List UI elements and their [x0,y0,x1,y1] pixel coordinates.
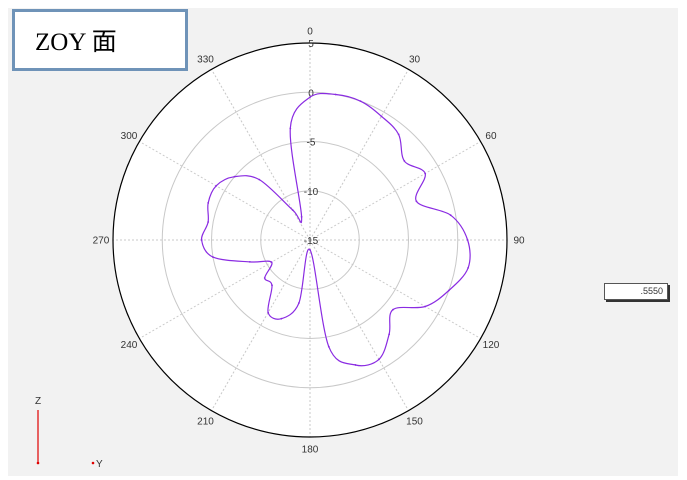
data-point [289,127,292,130]
angle-tick-label: 330 [197,55,214,66]
data-point [207,202,210,204]
data-point [327,345,330,348]
grid-spoke-10 [139,141,311,241]
data-point [449,214,452,217]
radial-tick-label: -15 [304,236,319,247]
angle-tick-label: 180 [302,445,319,456]
trace-layer [200,92,471,367]
data-point [359,100,362,103]
radial-tick-label: 0 [308,88,314,99]
value-readout: .5550 [604,283,668,300]
y-axis-point [91,461,95,465]
data-point [334,93,337,96]
data-point [271,284,273,287]
radial-tick-label: -5 [307,138,316,149]
data-point [354,364,357,366]
angle-tick-label: 270 [93,236,110,247]
tick-labels: 030609012015018021024027030033050-5-10-1… [93,27,525,456]
data-point [280,317,283,320]
data-point [392,308,394,311]
chart-title: ZOY 面 [35,29,117,56]
angle-tick-label: 90 [513,236,525,247]
angle-tick-label: 300 [121,131,138,142]
radial-tick-label: -10 [304,187,319,198]
axis-indicator: ZY [35,396,103,470]
chart-title-box: ZOY 面 [12,9,188,71]
polar-grid [112,42,508,438]
grid-spoke-4 [309,239,481,339]
radial-tick-label: 5 [308,39,314,50]
outer-ring [112,42,508,438]
data-point [300,215,303,218]
data-point [467,266,470,269]
angle-tick-label: 0 [307,27,313,38]
data-point [270,261,273,264]
grid-spoke-2 [309,141,481,241]
data-point [388,333,391,336]
data-point [200,239,203,241]
angle-tick-label: 210 [197,416,214,427]
data-point [447,289,450,292]
data-point [291,209,294,212]
grid-spoke-7 [211,239,311,411]
data-point [212,256,214,259]
data-point [309,248,311,251]
angle-tick-label: 30 [409,55,421,66]
data-point [403,159,406,162]
angle-tick-label: 60 [485,131,497,142]
grid-spoke-8 [139,239,311,339]
data-point [309,96,311,99]
data-point [424,172,427,175]
data-point [424,305,427,308]
z-axis-label: Z [35,396,41,407]
data-point [415,200,418,203]
data-point [466,239,469,241]
data-point [215,184,218,187]
angle-tick-label: 150 [406,416,423,427]
polar-chart: 030609012015018021024027030033050-5-10-1… [35,27,525,471]
axis-origin [36,461,40,465]
plot-area: 0 30 60 90 120 150 180 210 240 270 300 330 5 0 -5 -10 -1… [8,8,678,476]
data-point [378,358,380,361]
y-axis-label: Y [96,459,103,470]
angle-tick-label: 120 [483,340,500,351]
data-point [233,175,236,178]
grid-spoke-5 [309,239,409,411]
data-point [207,221,210,223]
data-point [380,115,383,118]
data-point [248,260,251,263]
data-point [267,311,270,314]
grid-spoke-1 [309,69,409,241]
angle-tick-label: 240 [121,340,138,351]
data-point [258,178,261,181]
data-point [397,133,400,136]
data-point [263,277,266,279]
grid-circle-1 [161,91,459,389]
data-point [297,302,300,304]
grid-circle-2 [211,141,409,339]
